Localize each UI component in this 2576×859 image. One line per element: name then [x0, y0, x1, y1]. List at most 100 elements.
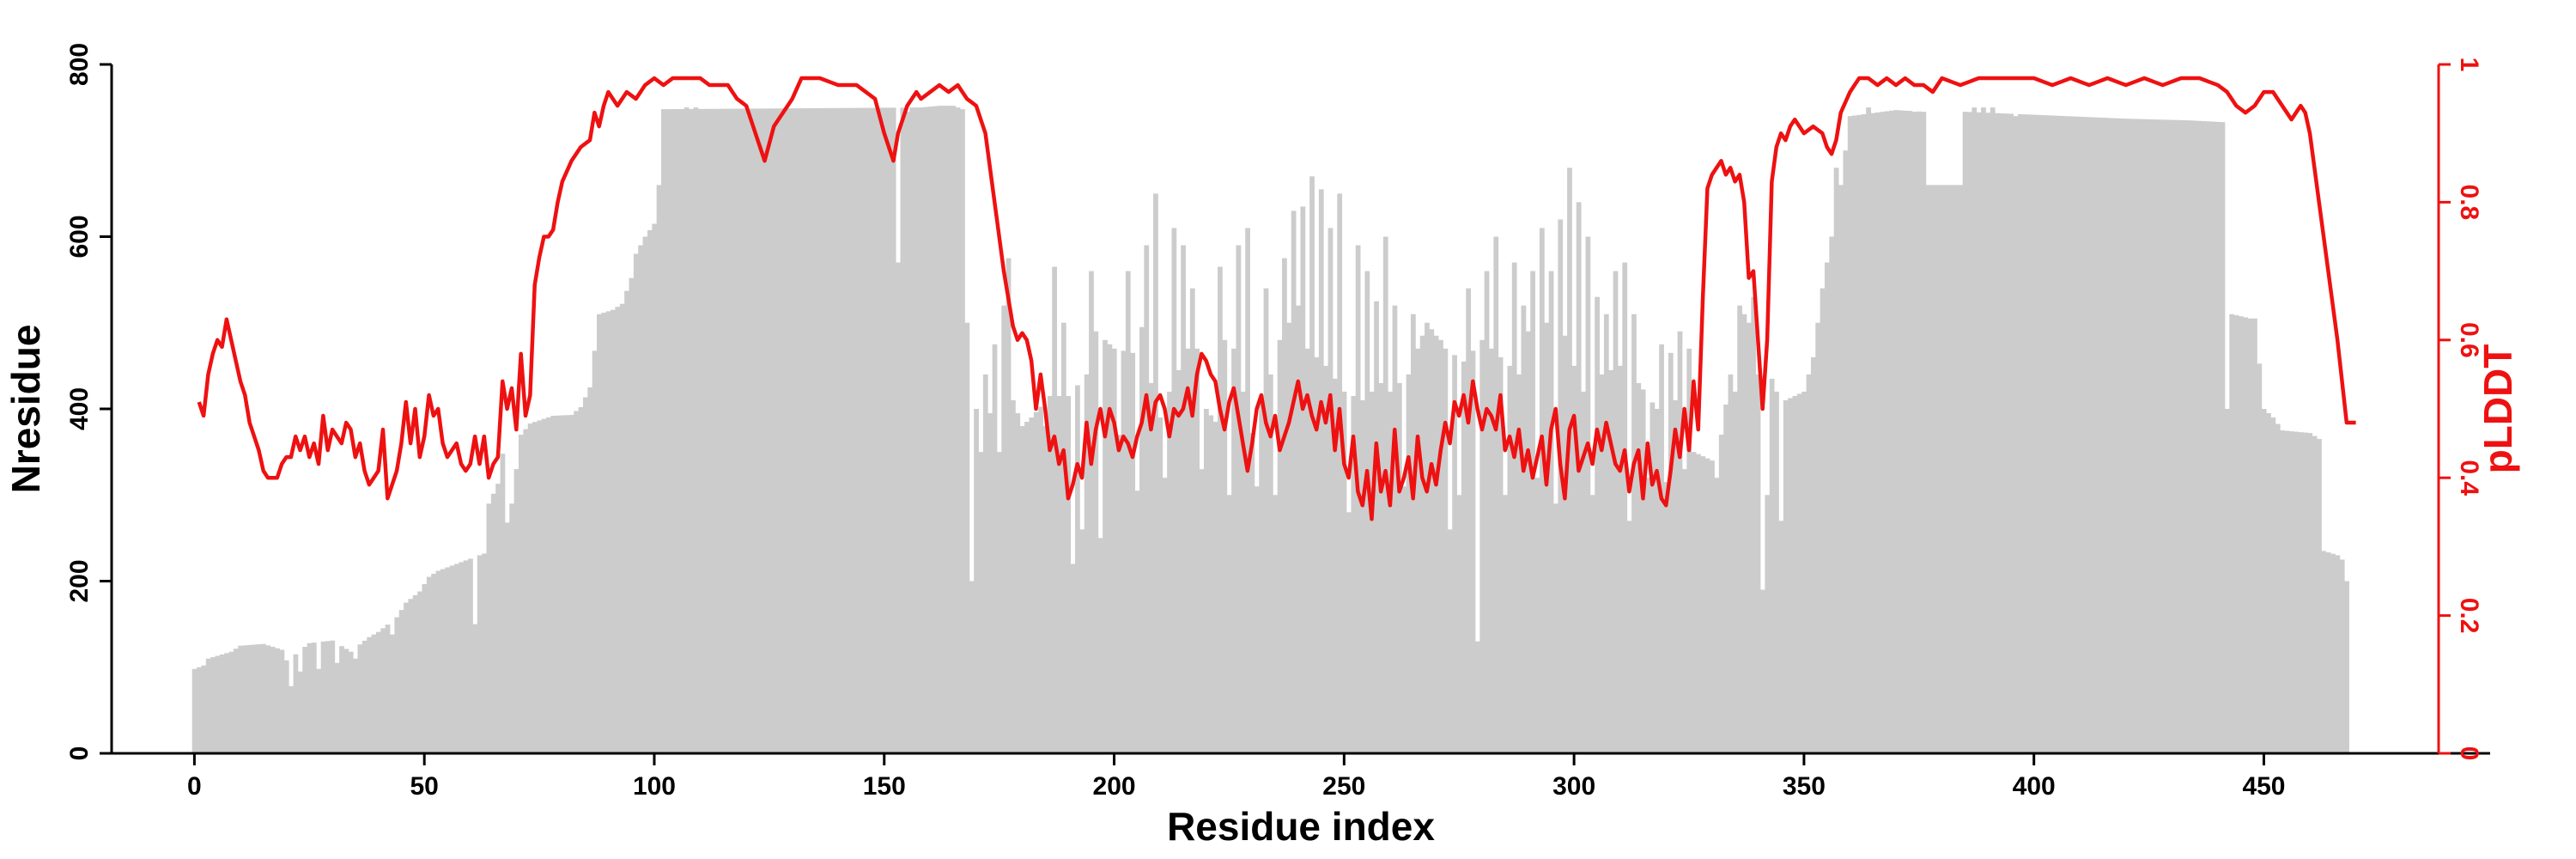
bar-343 — [1769, 378, 1775, 753]
bar-167 — [960, 109, 965, 753]
bar-259 — [1382, 236, 1388, 753]
bar-417 — [2110, 118, 2115, 754]
bar-308 — [1608, 369, 1614, 753]
bar-361 — [1852, 115, 1857, 753]
bar-87 — [592, 350, 598, 753]
bar-33 — [343, 649, 349, 753]
bar-397 — [2017, 113, 2023, 753]
bar-99 — [647, 229, 653, 754]
bar-406 — [2059, 115, 2064, 753]
bar-223 — [1218, 266, 1223, 754]
bar-106 — [679, 108, 685, 754]
bar-346 — [1783, 399, 1789, 753]
bar-391 — [1990, 107, 1996, 754]
bar-200 — [1111, 348, 1117, 753]
bar-408 — [2068, 116, 2074, 753]
bar-46 — [404, 602, 409, 753]
bar-302 — [1581, 391, 1586, 753]
bar-255 — [1364, 271, 1370, 754]
bar-462 — [2317, 439, 2322, 753]
bar-235 — [1273, 495, 1279, 753]
bar-217 — [1189, 288, 1195, 753]
bar-13 — [252, 644, 258, 753]
bar-4 — [210, 657, 216, 753]
bar-288 — [1516, 374, 1522, 753]
bar-195 — [1089, 271, 1094, 754]
bar-413 — [2091, 117, 2097, 754]
bar-256 — [1369, 391, 1375, 753]
bar-143 — [849, 107, 855, 753]
bar-224 — [1222, 339, 1228, 753]
bar-366 — [1874, 112, 1880, 753]
bar-349 — [1796, 393, 1802, 753]
bar-456 — [2288, 431, 2294, 753]
bar-159 — [923, 107, 929, 754]
bar-331 — [1714, 478, 1720, 753]
bar-94 — [624, 290, 629, 753]
bar-466 — [2335, 555, 2341, 753]
bar-70 — [513, 469, 519, 753]
bar-295 — [1548, 271, 1554, 754]
bar-39 — [371, 634, 377, 753]
bar-88 — [597, 314, 602, 753]
bar-20 — [283, 660, 289, 753]
bar-461 — [2312, 436, 2318, 753]
bar-438 — [2206, 121, 2212, 753]
x-tick-label-150: 150 — [863, 772, 906, 801]
bar-128 — [781, 108, 787, 753]
bar-407 — [2063, 116, 2069, 753]
bar-291 — [1530, 271, 1535, 754]
y-left-tick-label-0: 0 — [65, 746, 94, 761]
bar-126 — [771, 108, 777, 753]
bar-420 — [2123, 119, 2129, 753]
bar-445 — [2239, 316, 2244, 753]
bar-447 — [2247, 318, 2253, 753]
bar-443 — [2229, 314, 2235, 753]
bar-236 — [1277, 339, 1283, 753]
bar-202 — [1121, 350, 1127, 753]
bar-64 — [486, 503, 492, 753]
bar-101 — [656, 185, 662, 754]
bar-98 — [642, 236, 648, 753]
bar-464 — [2325, 552, 2331, 753]
bar-326 — [1691, 452, 1697, 754]
bar-173 — [987, 413, 993, 753]
bar-44 — [394, 617, 400, 753]
bar-253 — [1355, 245, 1361, 753]
bar-83 — [574, 411, 580, 753]
bar-246 — [1323, 365, 1328, 754]
bar-8 — [228, 651, 234, 753]
bar-185 — [1042, 426, 1048, 753]
bar-9 — [233, 649, 239, 753]
bar-230 — [1249, 433, 1255, 753]
y-left-tick-label-200: 200 — [65, 559, 94, 602]
bar-396 — [2013, 116, 2019, 753]
bar-377 — [1925, 185, 1931, 754]
bar-309 — [1613, 271, 1619, 754]
bar-145 — [859, 107, 865, 754]
bar-184 — [1038, 406, 1043, 753]
bar-130 — [789, 108, 795, 753]
bar-72 — [523, 429, 529, 753]
bar-286 — [1507, 365, 1513, 754]
bar-18 — [275, 648, 280, 753]
bar-154 — [900, 107, 906, 753]
bar-428 — [2160, 119, 2166, 754]
y-right-tick-label-1: 0.2 — [2455, 598, 2483, 634]
bar-21 — [289, 685, 294, 753]
bar-359 — [1843, 150, 1849, 753]
bar-386 — [1967, 112, 1972, 753]
bar-151 — [886, 107, 892, 753]
bar-248 — [1332, 378, 1338, 753]
bar-260 — [1388, 391, 1393, 753]
bar-78 — [550, 416, 556, 753]
bar-138 — [826, 107, 832, 754]
y-right-tick-label-2: 0.4 — [2455, 460, 2483, 496]
bar-26 — [311, 643, 317, 753]
bar-67 — [500, 454, 506, 753]
bar-79 — [555, 415, 561, 753]
bar-187 — [1052, 266, 1058, 754]
bar-89 — [601, 313, 607, 753]
bar-66 — [495, 484, 501, 753]
